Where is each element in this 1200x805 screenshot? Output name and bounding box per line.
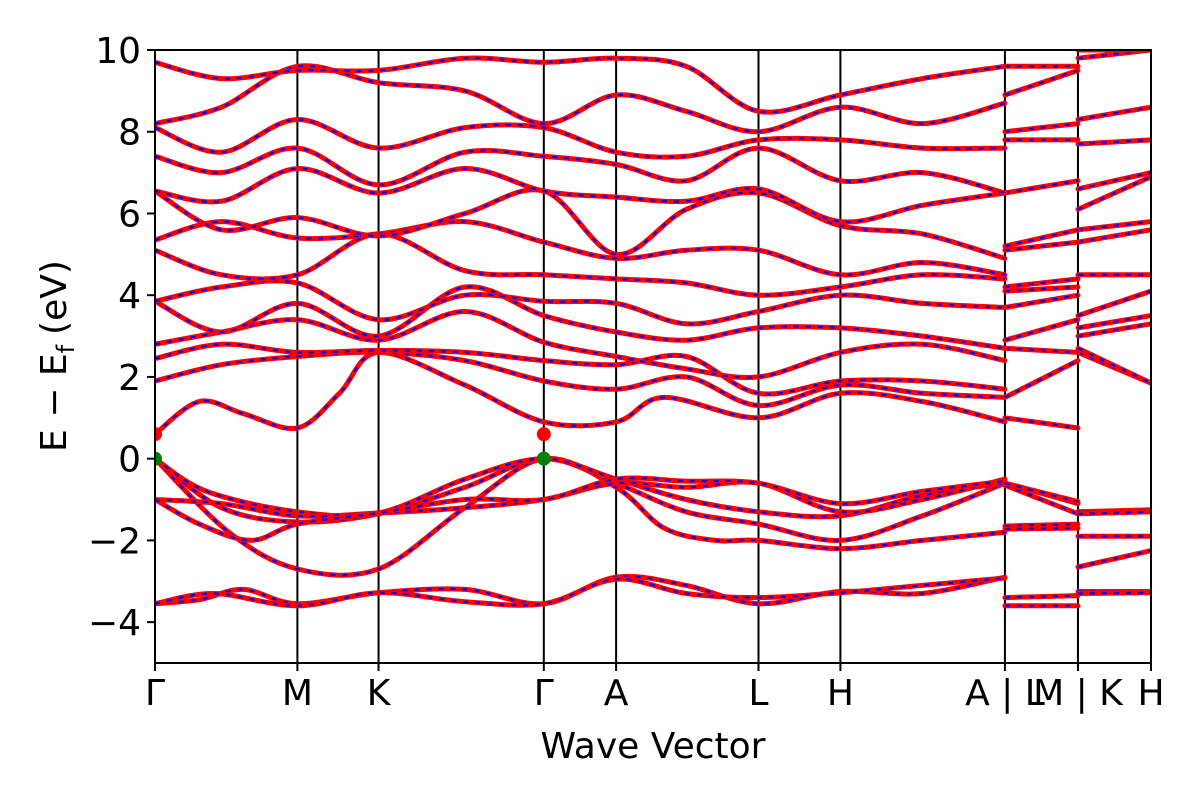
band-line-overlay xyxy=(1004,527,1079,531)
y-axis: −4 −2 0 2 4 6 8 10 xyxy=(88,31,155,644)
band-line-overlay xyxy=(1004,179,1079,195)
band-line-overlay xyxy=(155,476,1006,542)
y-axis-title-subscript: f xyxy=(52,344,80,353)
band-line-overlay xyxy=(1004,241,1079,252)
x-tick-label: M | K xyxy=(1033,673,1124,714)
band-line-overlay xyxy=(1077,171,1151,190)
band-line-overlay xyxy=(155,232,1005,297)
band-line-overlay xyxy=(1004,294,1079,309)
x-axis: Γ M K Γ A L H A | LM | K H xyxy=(145,663,1165,714)
band-line-overlay xyxy=(1077,50,1151,60)
band-line xyxy=(155,308,1008,380)
band-line-overlay xyxy=(1077,228,1151,244)
y-axis-title-unit: (eV) xyxy=(34,260,75,335)
x-tick-label: K xyxy=(367,673,392,714)
y-tick-label: −4 xyxy=(88,603,141,644)
vbm-marker xyxy=(155,451,162,466)
y-tick-label: 0 xyxy=(118,440,141,481)
band-line-overlay xyxy=(1004,69,1079,97)
band-line-overlay xyxy=(1077,138,1151,146)
band-line-overlay xyxy=(1004,594,1079,599)
band-edge-markers xyxy=(155,427,551,466)
band-line xyxy=(155,231,1008,298)
band-line-overlay xyxy=(155,279,1005,326)
x-tick-label: L xyxy=(748,673,768,714)
y-tick-label: 8 xyxy=(118,113,141,154)
y-tick-label: 4 xyxy=(118,276,141,317)
band-line-overlay xyxy=(1077,549,1151,569)
band-line-overlay xyxy=(1077,591,1151,595)
plot-frame xyxy=(154,49,1152,664)
band-line-overlay xyxy=(1004,228,1079,248)
band-line xyxy=(155,278,1008,327)
x-tick-label: Γ xyxy=(534,673,554,714)
y-tick-label: 2 xyxy=(118,358,141,399)
band-line-overlay xyxy=(155,343,1006,396)
y-tick-label: 6 xyxy=(118,194,141,235)
y-axis-title: E − Ef (eV) xyxy=(34,260,80,452)
x-tick-label: H xyxy=(827,673,854,714)
band-line-overlay xyxy=(1004,416,1079,430)
vbm-marker xyxy=(536,451,551,466)
band-line-overlay xyxy=(155,146,1006,195)
band-lines xyxy=(155,50,1151,609)
band-line-overlay xyxy=(1004,482,1079,503)
x-tick-label: Γ xyxy=(145,673,165,714)
x-tick-label: H xyxy=(1137,673,1164,714)
band-line-overlay xyxy=(1077,175,1151,211)
band-line-overlay xyxy=(1077,347,1151,385)
band-line-overlay xyxy=(1077,290,1151,317)
band-line-overlay xyxy=(155,167,1006,224)
band-line-overlay xyxy=(155,285,1006,350)
x-axis-title: Wave Vector xyxy=(541,726,766,767)
band-line-overlay xyxy=(1004,277,1079,289)
band-line-overlay xyxy=(155,351,1006,435)
band-line-overlay xyxy=(155,351,1005,407)
x-tick-label: A xyxy=(604,673,629,714)
band-line-overlay xyxy=(1077,220,1151,231)
band-line-overlay xyxy=(1004,347,1079,354)
band-line-overlay xyxy=(155,118,1005,159)
band-line-overlay xyxy=(1077,510,1151,515)
band-line-overlay xyxy=(155,310,1006,379)
band-line-overlay xyxy=(155,576,1005,607)
band-line-overlay xyxy=(1004,285,1079,293)
band-line-overlay xyxy=(155,457,1006,518)
band-line-overlay xyxy=(155,64,1006,133)
band-line-overlay xyxy=(1004,122,1079,133)
band-line-overlay xyxy=(1004,523,1079,528)
band-line xyxy=(155,55,1008,115)
y-axis-title-main: E − E xyxy=(34,353,75,452)
cbm-marker xyxy=(536,427,551,442)
band-line-overlay xyxy=(1004,318,1079,342)
band-line-overlay xyxy=(1077,322,1151,338)
y-tick-label: −2 xyxy=(88,521,141,562)
cbm-marker xyxy=(155,427,162,442)
band-line-overlay xyxy=(1077,106,1151,121)
x-tick-label: A | L xyxy=(965,673,1045,714)
band-line-overlay xyxy=(1077,314,1151,329)
band-line xyxy=(155,187,1008,261)
band-line-overlay xyxy=(1004,359,1079,399)
y-tick-label: 10 xyxy=(95,31,141,72)
band-line-overlay xyxy=(155,56,1006,114)
band-line-overlay xyxy=(155,220,1006,277)
x-tick-label: M xyxy=(282,673,313,714)
